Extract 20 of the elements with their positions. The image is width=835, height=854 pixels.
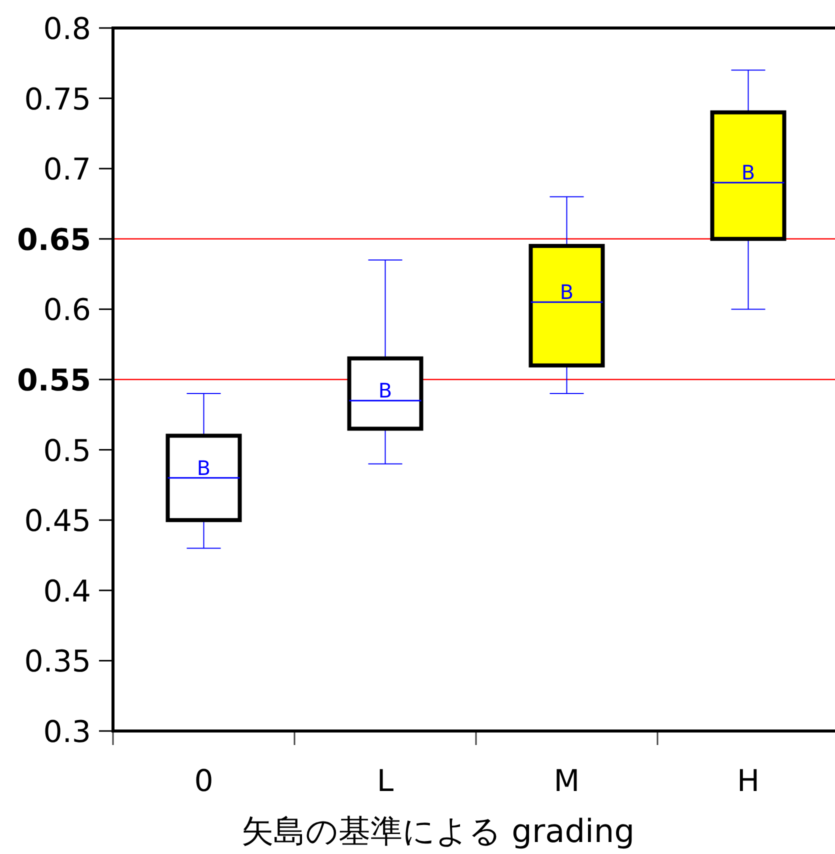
y-tick-label: 0.65: [16, 222, 91, 258]
annotation: B: [378, 378, 392, 403]
annotation: B: [196, 456, 211, 480]
y-tick-label: 0.3: [43, 715, 91, 750]
x-axis-title: 矢島の基準による grading: [241, 812, 635, 850]
y-tick-label: 0.6: [43, 293, 91, 328]
y-tick-label: 0.45: [24, 504, 91, 540]
y-tick-label: 0.5: [43, 434, 91, 469]
x-tick-label: H: [736, 764, 760, 799]
y-tick-label: 0.7: [43, 152, 91, 188]
y-tick-label: 0.75: [24, 82, 91, 118]
y-tick-label: 0.4: [43, 574, 91, 610]
y-tick-label: 0.55: [16, 364, 91, 398]
annotation: B: [560, 280, 574, 304]
x-tick-label: 0: [194, 764, 214, 799]
y-tick-label: 0.35: [24, 644, 91, 680]
x-tick-label: L: [376, 764, 394, 799]
y-tick-label: 0.8: [43, 12, 91, 47]
x-tick-label: M: [554, 764, 580, 799]
annotation: B: [741, 160, 756, 185]
